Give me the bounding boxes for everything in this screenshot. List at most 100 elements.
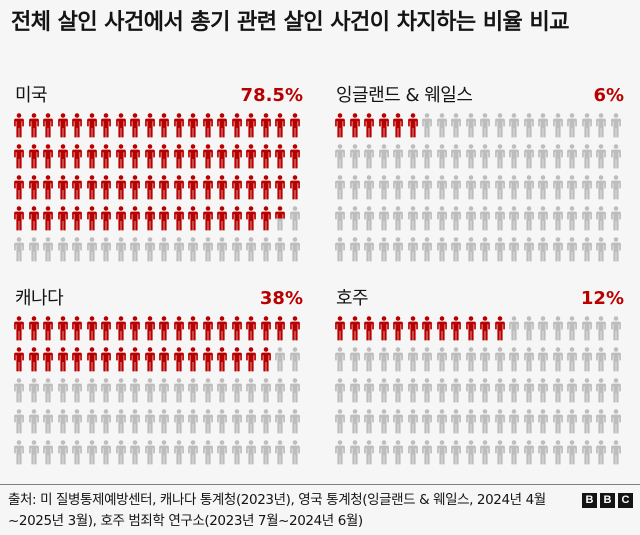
person-icon bbox=[159, 237, 169, 262]
person-icon bbox=[494, 113, 505, 138]
person-icon bbox=[335, 206, 345, 231]
person-icon bbox=[159, 175, 169, 200]
person-icon bbox=[610, 440, 621, 465]
person-icon bbox=[465, 237, 476, 262]
person-icon bbox=[378, 440, 389, 465]
person-icon bbox=[43, 409, 53, 434]
person-icon bbox=[436, 440, 447, 465]
person-icon bbox=[610, 113, 621, 138]
person-icon bbox=[159, 206, 169, 231]
person-icon bbox=[509, 206, 519, 231]
person-icon bbox=[335, 316, 345, 341]
person-icon bbox=[188, 144, 198, 169]
person-icon bbox=[407, 440, 418, 465]
bbc-logo-letter: B bbox=[582, 493, 597, 508]
person-icon bbox=[43, 237, 53, 262]
person-icon bbox=[289, 440, 300, 465]
person-icon bbox=[465, 175, 476, 200]
person-icon bbox=[422, 347, 432, 372]
person-icon bbox=[260, 206, 271, 231]
person-icon bbox=[14, 316, 24, 341]
person-icon bbox=[246, 409, 256, 434]
person-icon bbox=[509, 347, 519, 372]
panel-canada: 캐나다 38% bbox=[13, 287, 303, 465]
person-icon bbox=[422, 409, 432, 434]
person-icon bbox=[451, 144, 461, 169]
person-icon bbox=[115, 409, 126, 434]
person-icon bbox=[115, 378, 126, 403]
person-icon bbox=[275, 206, 285, 231]
person-icon bbox=[115, 175, 126, 200]
person-icon bbox=[115, 144, 126, 169]
person-icon bbox=[451, 206, 461, 231]
person-icon bbox=[130, 347, 140, 372]
person-icon bbox=[480, 347, 490, 372]
person-icon bbox=[538, 440, 548, 465]
person-icon bbox=[364, 347, 374, 372]
person-icon bbox=[101, 316, 111, 341]
person-icon bbox=[538, 378, 548, 403]
person-icon bbox=[581, 144, 592, 169]
person-icon bbox=[115, 113, 126, 138]
person-icon bbox=[188, 237, 198, 262]
person-icon bbox=[494, 144, 505, 169]
person-icon bbox=[130, 206, 140, 231]
person-icon bbox=[144, 237, 155, 262]
person-icon bbox=[188, 206, 198, 231]
person-icon bbox=[407, 113, 418, 138]
person-icon bbox=[115, 206, 126, 231]
person-icon bbox=[159, 409, 169, 434]
person-icon bbox=[14, 144, 24, 169]
person-icon bbox=[509, 409, 519, 434]
person-icon bbox=[407, 409, 418, 434]
person-icon bbox=[101, 237, 111, 262]
person-icon bbox=[378, 144, 389, 169]
pictogram-grid bbox=[334, 316, 624, 471]
person-icon bbox=[289, 144, 300, 169]
person-icon bbox=[43, 206, 53, 231]
person-icon bbox=[72, 409, 82, 434]
person-icon bbox=[57, 113, 68, 138]
person-icon bbox=[393, 347, 403, 372]
person-icon bbox=[407, 347, 418, 372]
person-icon bbox=[335, 440, 345, 465]
person-icon bbox=[231, 316, 242, 341]
person-icon bbox=[28, 347, 39, 372]
person-icon bbox=[349, 206, 360, 231]
person-icon bbox=[596, 378, 606, 403]
person-icon bbox=[275, 409, 285, 434]
person-icon bbox=[130, 144, 140, 169]
person-icon bbox=[57, 237, 68, 262]
person-icon bbox=[335, 378, 345, 403]
person-icon bbox=[14, 175, 24, 200]
person-icon bbox=[494, 316, 505, 341]
person-icon bbox=[364, 237, 374, 262]
person-icon bbox=[378, 206, 389, 231]
person-icon bbox=[422, 440, 432, 465]
person-icon bbox=[407, 237, 418, 262]
person-icon bbox=[217, 409, 227, 434]
person-icon bbox=[567, 440, 577, 465]
person-icon bbox=[393, 144, 403, 169]
person-icon bbox=[378, 378, 389, 403]
person-icon bbox=[231, 440, 242, 465]
person-icon bbox=[188, 316, 198, 341]
person-icon bbox=[144, 144, 155, 169]
person-icon bbox=[407, 206, 418, 231]
person-icon bbox=[610, 175, 621, 200]
person-icon bbox=[57, 440, 68, 465]
person-icon bbox=[509, 113, 519, 138]
person-icon bbox=[335, 347, 345, 372]
person-icon bbox=[173, 409, 184, 434]
person-icon bbox=[173, 378, 184, 403]
person-icon bbox=[509, 440, 519, 465]
person-icon bbox=[451, 175, 461, 200]
person-icon bbox=[260, 378, 271, 403]
person-icon bbox=[86, 237, 97, 262]
person-icon bbox=[494, 175, 505, 200]
person-icon bbox=[523, 409, 534, 434]
person-icon bbox=[260, 409, 271, 434]
person-icon bbox=[217, 206, 227, 231]
person-icon bbox=[57, 347, 68, 372]
person-icon bbox=[14, 237, 24, 262]
